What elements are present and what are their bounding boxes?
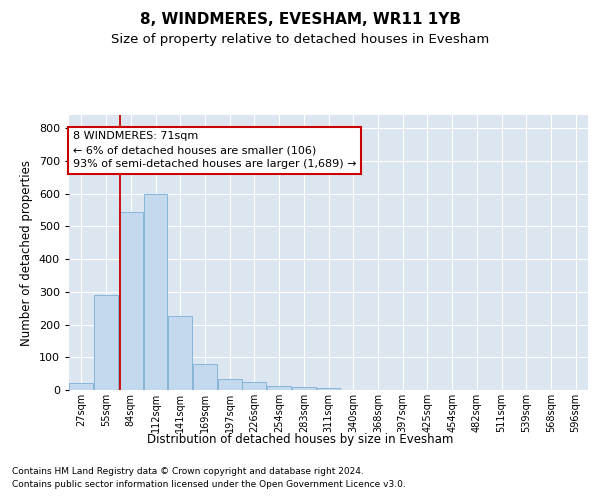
Bar [94, 295, 118, 390]
Bar [267, 386, 291, 390]
Text: Distribution of detached houses by size in Evesham: Distribution of detached houses by size … [147, 432, 453, 446]
Text: Contains public sector information licensed under the Open Government Licence v3: Contains public sector information licen… [12, 480, 406, 489]
Bar [119, 212, 143, 390]
Text: 8 WINDMERES: 71sqm
← 6% of detached houses are smaller (106)
93% of semi-detache: 8 WINDMERES: 71sqm ← 6% of detached hous… [73, 132, 356, 170]
Bar [242, 382, 266, 390]
Bar [218, 379, 242, 390]
Bar [168, 316, 192, 390]
Text: 8, WINDMERES, EVESHAM, WR11 1YB: 8, WINDMERES, EVESHAM, WR11 1YB [139, 12, 461, 28]
Bar [70, 383, 94, 390]
Bar [143, 194, 167, 390]
Text: Contains HM Land Registry data © Crown copyright and database right 2024.: Contains HM Land Registry data © Crown c… [12, 468, 364, 476]
Bar [193, 364, 217, 390]
Bar [292, 386, 316, 390]
Bar [317, 388, 340, 390]
Y-axis label: Number of detached properties: Number of detached properties [20, 160, 33, 346]
Text: Size of property relative to detached houses in Evesham: Size of property relative to detached ho… [111, 32, 489, 46]
